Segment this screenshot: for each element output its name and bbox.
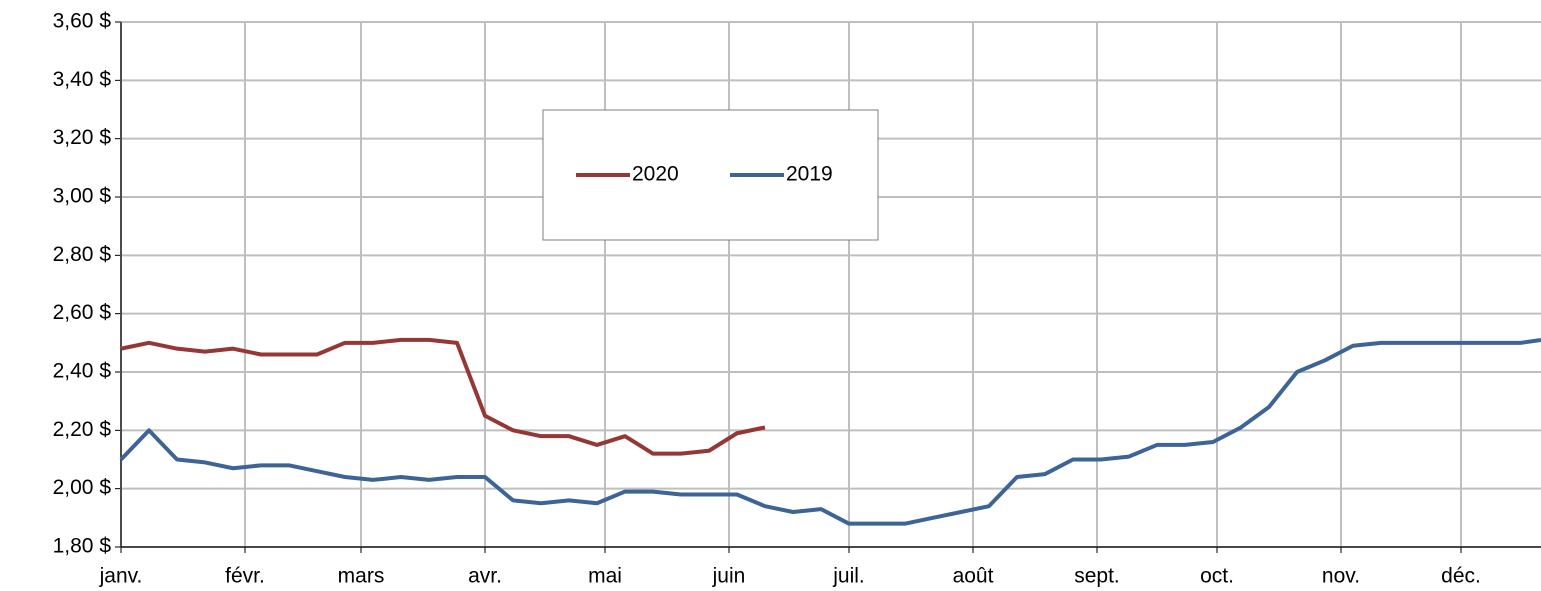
series-line [120,337,766,456]
y-tick-label: 2,40 $ [53,360,112,383]
x-tick-label: avr. [468,565,502,588]
y-tick-label: 2,20 $ [53,418,112,441]
x-tick-label: déc. [1441,565,1481,588]
y-tick-label: 3,60 $ [53,10,112,33]
x-tick-label: oct. [1200,565,1234,588]
y-tick-label: 2,80 $ [53,243,112,266]
series-line [119,337,1541,526]
x-tick-label: mai [588,565,622,588]
y-tick-label: 2,60 $ [53,301,112,324]
y-tick-label: 3,40 $ [53,68,112,91]
y-tick-label: 3,00 $ [53,185,112,208]
legend-label: 2020 [632,163,679,186]
x-tick-label: août [953,565,994,588]
y-tick-label: 2,00 $ [53,476,112,499]
y-tick-label: 1,80 $ [53,535,112,558]
x-tick-label: juil. [832,565,865,588]
x-tick-label: janv. [99,565,143,588]
x-tick-label: mars [338,565,385,588]
x-tick-label: sept. [1074,565,1120,588]
x-tick-label: févr. [225,565,265,588]
x-tick-label: juin [712,565,746,588]
legend-label: 2019 [786,163,833,186]
x-tick-label: nov. [1322,565,1360,588]
y-tick-label: 3,20 $ [53,126,112,149]
